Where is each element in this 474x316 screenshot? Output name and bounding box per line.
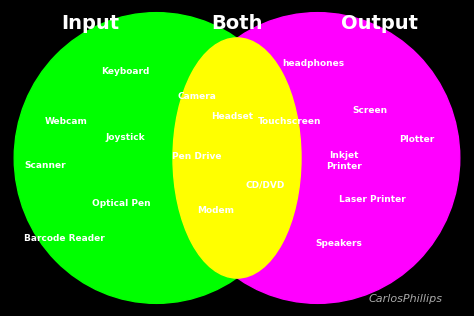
Text: Barcode Reader: Barcode Reader (24, 234, 104, 243)
Text: Joystick: Joystick (106, 133, 146, 142)
Ellipse shape (173, 38, 301, 278)
Text: Input: Input (61, 14, 119, 33)
Text: CarlosPhillips: CarlosPhillips (368, 294, 442, 304)
Text: Both: Both (211, 14, 263, 33)
Text: Output: Output (341, 14, 418, 33)
Text: Keyboard: Keyboard (101, 67, 150, 76)
Text: Touchscreen: Touchscreen (257, 117, 321, 126)
Text: Optical Pen: Optical Pen (91, 199, 150, 208)
Text: Plotter: Plotter (400, 135, 435, 143)
Text: Inkjet
Printer: Inkjet Printer (326, 151, 362, 171)
Text: headphones: headphones (282, 59, 344, 68)
Ellipse shape (14, 13, 299, 303)
Text: Laser Printer: Laser Printer (339, 195, 405, 204)
Text: Camera: Camera (177, 92, 216, 101)
Text: Headset: Headset (211, 112, 253, 121)
Text: Modem: Modem (197, 206, 234, 215)
Text: CD/DVD: CD/DVD (246, 180, 285, 189)
Text: Webcam: Webcam (45, 117, 88, 126)
Text: Pen Drive: Pen Drive (172, 152, 221, 161)
Text: Speakers: Speakers (316, 239, 362, 248)
Text: Screen: Screen (352, 106, 387, 115)
Text: Scanner: Scanner (24, 161, 66, 170)
Ellipse shape (175, 13, 460, 303)
